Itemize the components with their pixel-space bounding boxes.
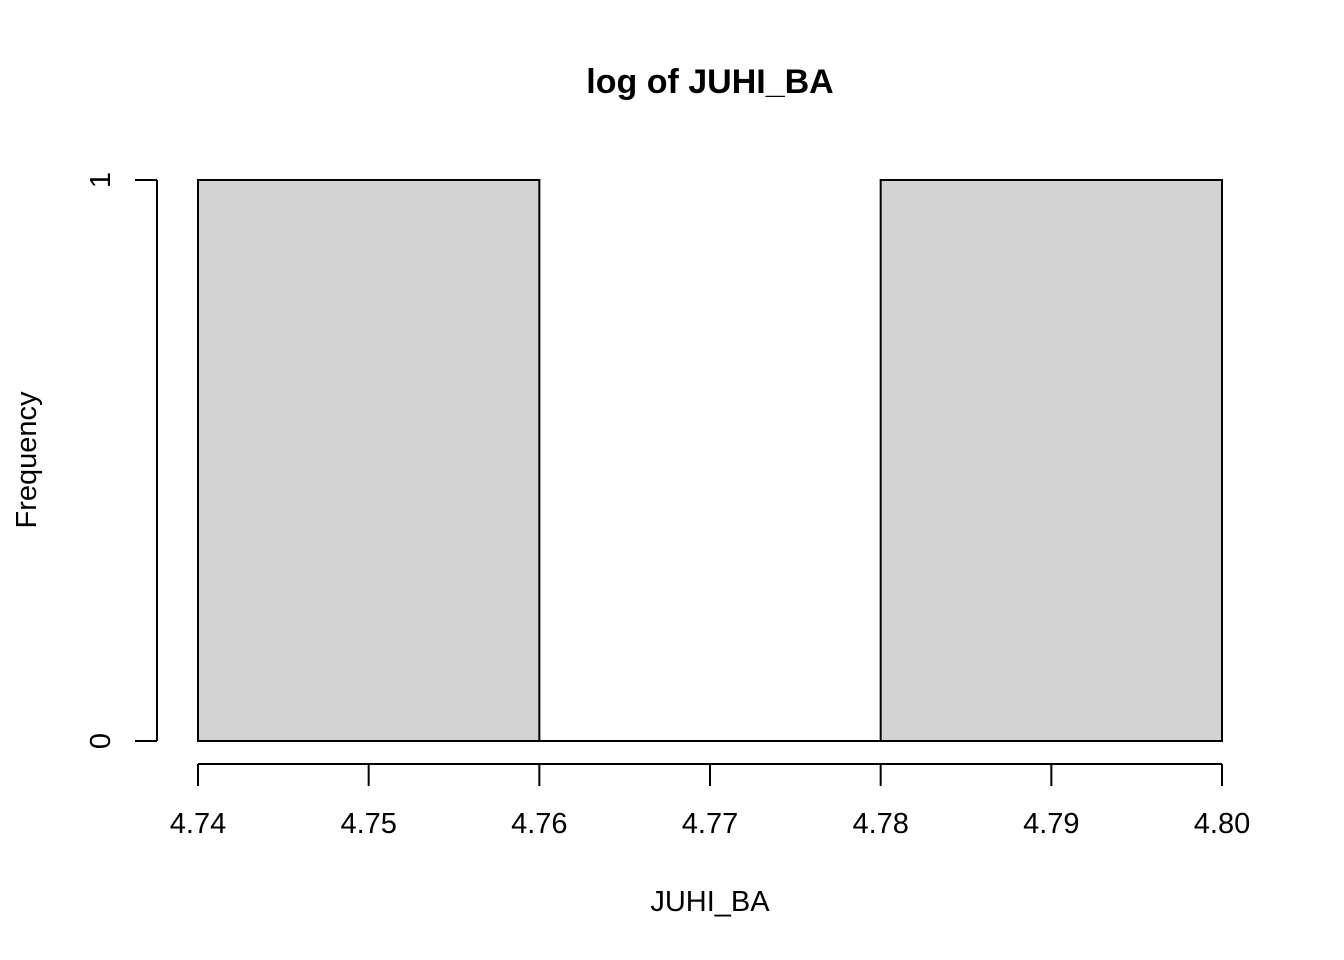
histogram-bar	[879, 179, 1224, 742]
x-axis: 4.74 4.75 4.76 4.77 4.78 4.79 4.80	[170, 763, 1250, 840]
chart-title: log of JUHI_BA	[586, 63, 833, 101]
x-axis-label: JUHI_BA	[650, 886, 770, 918]
x-tick-label: 4.75	[340, 808, 396, 840]
y-axis: 01	[85, 172, 158, 749]
y-tick-label: 1	[85, 172, 117, 188]
x-tick-label: 4.78	[852, 808, 908, 840]
x-tick-label: 4.74	[170, 808, 226, 840]
bars-group	[197, 179, 1224, 742]
x-tick-label: 4.80	[1194, 808, 1250, 840]
x-tick-label: 4.79	[1023, 808, 1079, 840]
y-axis-label: Frequency	[11, 391, 43, 529]
x-tick-label: 4.76	[511, 808, 567, 840]
x-tick-label: 4.77	[682, 808, 738, 840]
histogram-bar	[197, 179, 541, 742]
y-tick-label: 0	[85, 733, 117, 749]
